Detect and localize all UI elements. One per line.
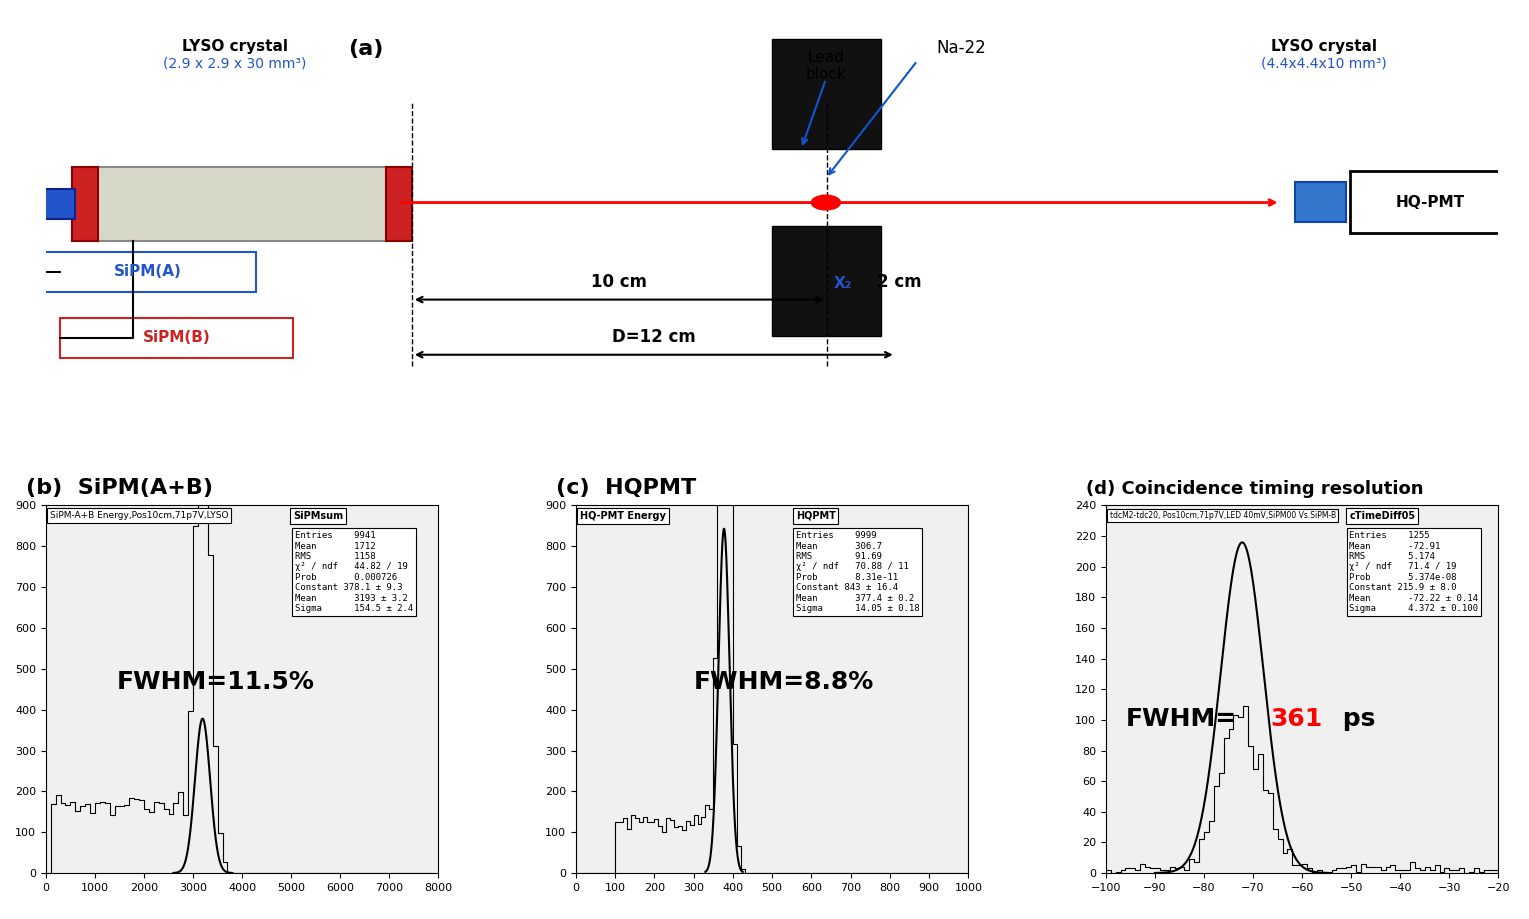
- Text: HQPMT: HQPMT: [795, 511, 835, 521]
- Text: (b)  SiPM(A+B): (b) SiPM(A+B): [26, 478, 213, 498]
- Text: ps: ps: [1333, 707, 1375, 731]
- Text: Entries    9999
Mean       306.7
RMS        91.69
χ² / ndf   70.88 / 11
Prob    : Entries 9999 Mean 306.7 RMS 91.69 χ² / n…: [795, 531, 919, 613]
- Text: SiPM(A): SiPM(A): [113, 264, 182, 279]
- Text: FWHM=: FWHM=: [1125, 707, 1237, 731]
- Text: (d) Coincidence timing resolution: (d) Coincidence timing resolution: [1086, 481, 1423, 498]
- FancyBboxPatch shape: [1350, 171, 1511, 233]
- FancyBboxPatch shape: [1295, 182, 1346, 222]
- Text: 361: 361: [1271, 707, 1323, 731]
- Text: (c)  HQPMT: (c) HQPMT: [557, 478, 697, 498]
- Text: (2.9 x 2.9 x 30 mm³): (2.9 x 2.9 x 30 mm³): [164, 57, 306, 71]
- Text: HQ-PMT: HQ-PMT: [1396, 195, 1465, 210]
- FancyBboxPatch shape: [38, 252, 257, 292]
- Text: X₂: X₂: [833, 276, 852, 290]
- Text: SiPMsum: SiPMsum: [294, 511, 344, 521]
- FancyBboxPatch shape: [385, 167, 411, 241]
- Text: LYSO crystal: LYSO crystal: [1271, 39, 1378, 53]
- Text: tdcM2-tdc20, Pos10cm,71p7V,LED 40mV,SiPM00 Vs.SiPM-B: tdcM2-tdc20, Pos10cm,71p7V,LED 40mV,SiPM…: [1110, 511, 1336, 520]
- Text: Entries    1255
Mean       -72.91
RMS        5.174
χ² / ndf   71.4 / 19
Prob    : Entries 1255 Mean -72.91 RMS 5.174 χ² / …: [1349, 531, 1479, 613]
- FancyBboxPatch shape: [89, 167, 394, 241]
- FancyBboxPatch shape: [72, 167, 98, 241]
- FancyBboxPatch shape: [772, 226, 881, 336]
- Text: HQ-PMT Energy: HQ-PMT Energy: [579, 511, 665, 521]
- Text: SiPM(B): SiPM(B): [142, 330, 211, 346]
- Text: cTimeDiff05: cTimeDiff05: [1349, 511, 1416, 521]
- Circle shape: [812, 195, 841, 210]
- Text: 2 cm: 2 cm: [878, 273, 922, 290]
- Text: SiPM-A+B Energy,Pos10cm,71p7V,LYSO: SiPM-A+B Energy,Pos10cm,71p7V,LYSO: [50, 511, 228, 520]
- Text: FWHM=11.5%: FWHM=11.5%: [116, 670, 315, 694]
- FancyBboxPatch shape: [772, 39, 881, 149]
- Text: (4.4x4.4x10 mm³): (4.4x4.4x10 mm³): [1261, 57, 1387, 71]
- Text: (a): (a): [347, 39, 384, 59]
- Text: Na-22: Na-22: [936, 39, 986, 57]
- Text: FWHM=8.8%: FWHM=8.8%: [694, 670, 875, 694]
- FancyBboxPatch shape: [61, 318, 294, 358]
- Text: Lead
block: Lead block: [806, 50, 846, 82]
- FancyBboxPatch shape: [38, 189, 75, 219]
- Text: D=12 cm: D=12 cm: [612, 328, 696, 346]
- Text: 10 cm: 10 cm: [592, 273, 647, 290]
- Text: Entries    9941
Mean       1712
RMS        1158
χ² / ndf   44.82 / 19
Prob      : Entries 9941 Mean 1712 RMS 1158 χ² / ndf…: [295, 531, 413, 613]
- Text: LYSO crystal: LYSO crystal: [182, 39, 287, 53]
